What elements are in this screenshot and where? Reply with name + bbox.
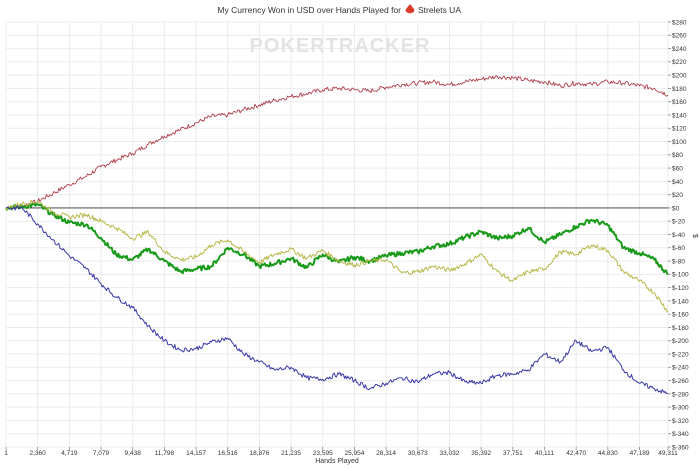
chart-title: My Currency Won in USD over Hands Played… <box>217 5 401 15</box>
y-tick-label: $60 <box>672 165 683 172</box>
y-tick-label: $100 <box>672 139 687 146</box>
player-name: Strelets UA <box>418 5 461 15</box>
y-tick-label: $-320 <box>672 418 689 425</box>
axes-layer: 1 2,360 4,719 7,079 9,438 11,798 14,157 16,516 1… <box>4 19 689 457</box>
y-tick-label: $-100 <box>672 272 689 279</box>
watermark: POKERTRACKER <box>250 35 431 57</box>
y-tick-label: $-180 <box>672 325 689 332</box>
y-tick-label: $0 <box>672 205 680 212</box>
x-tick-label: 9,438 <box>125 450 142 457</box>
x-tick-label: 4,719 <box>61 450 78 457</box>
series-line-3 <box>5 205 669 395</box>
x-tick-label: 11,798 <box>155 450 175 457</box>
x-tick-label: 7,079 <box>93 450 110 457</box>
y-tick-label: $-340 <box>672 431 689 438</box>
x-tick-label: 23,595 <box>313 450 333 457</box>
y-tick-label: $-20 <box>672 219 685 226</box>
y-tick-label: $220 <box>672 59 687 66</box>
y-tick-label: $120 <box>672 126 687 133</box>
y-axis-label: $ <box>691 234 698 238</box>
y-tick-label: $140 <box>672 112 687 119</box>
series-line-0 <box>5 74 669 210</box>
y-tick-label: $-120 <box>672 285 689 292</box>
x-tick-label: 14,157 <box>186 450 206 457</box>
x-tick-label: 25,954 <box>344 450 364 457</box>
x-tick-label: 47,189 <box>630 450 650 457</box>
x-tick-label: 30,673 <box>408 450 428 457</box>
y-tick-label: $20 <box>672 192 683 199</box>
y-tick-label: $-300 <box>672 405 689 412</box>
y-tick-label: $160 <box>672 99 687 106</box>
y-tick-label: $-80 <box>672 258 685 265</box>
x-tick-label: 18,876 <box>249 450 269 457</box>
series-line-1 <box>5 202 669 276</box>
y-tick-label: $180 <box>672 86 687 93</box>
x-tick-label: 44,830 <box>598 450 618 457</box>
x-tick-label: 35,392 <box>471 450 491 457</box>
x-tick-label: 33,032 <box>440 450 460 457</box>
x-tick-label: 16,516 <box>218 450 238 457</box>
y-tick-label: $200 <box>672 73 687 80</box>
y-tick-label: $-40 <box>672 232 685 239</box>
y-tick-label: $240 <box>672 46 687 53</box>
y-tick-label: $-140 <box>672 298 689 305</box>
y-tick-label: $-360 <box>672 444 689 451</box>
spade-icon <box>405 4 415 14</box>
y-tick-label: $-260 <box>672 378 689 385</box>
series-line-2 <box>5 199 669 313</box>
y-tick-label: $80 <box>672 152 683 159</box>
x-tick-label: 28,314 <box>376 450 396 457</box>
x-tick-label: 40,111 <box>535 450 554 457</box>
grid-layer <box>5 21 669 448</box>
x-axis-label: Hands Played <box>315 458 359 465</box>
y-tick-label: $-160 <box>672 312 689 319</box>
y-tick-label: $260 <box>672 33 687 40</box>
y-tick-label: $-220 <box>672 351 689 358</box>
y-tick-label: $-200 <box>672 338 689 345</box>
y-tick-label: $280 <box>672 19 687 26</box>
y-tick-label: $40 <box>672 179 683 186</box>
x-tick-label: 2,360 <box>30 450 47 457</box>
x-tick-label: 49,311 <box>658 450 678 457</box>
y-tick-label: $-240 <box>672 365 689 372</box>
series-layer <box>5 74 669 395</box>
x-tick-label: 21,235 <box>281 450 301 457</box>
x-tick-label: 37,751 <box>503 450 523 457</box>
x-tick-label: 42,470 <box>566 450 586 457</box>
x-tick-label: 1 <box>4 450 8 457</box>
y-tick-label: $-280 <box>672 391 689 398</box>
y-tick-label: $-60 <box>672 245 685 252</box>
